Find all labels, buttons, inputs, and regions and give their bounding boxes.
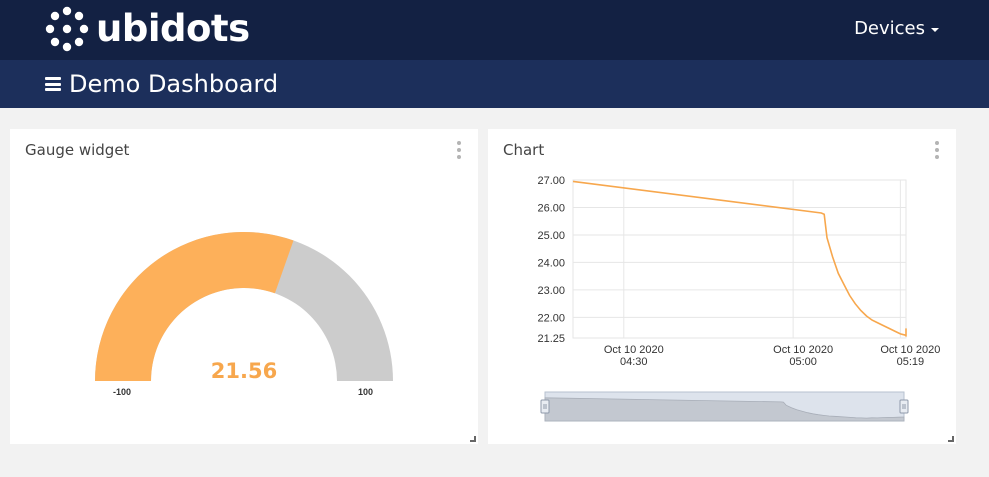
gauge-resize-handle[interactable] bbox=[470, 436, 476, 442]
navigator-right-handle[interactable] bbox=[899, 399, 909, 414]
ubidots-logo[interactable]: ubidots bbox=[44, 6, 250, 52]
dashboard-header: Demo Dashboard bbox=[0, 60, 989, 108]
gauge-widget-menu-icon[interactable] bbox=[456, 141, 462, 159]
chart-frame bbox=[572, 179, 907, 339]
x-tick-label-date: Oct 10 2020 bbox=[880, 344, 940, 356]
chart-widget-title: Chart bbox=[503, 141, 545, 159]
line-chart: 27.00 26.00 25.00 24.00 23.00 22.00 21.25 Oct … bbox=[537, 175, 940, 422]
x-tick-label-time: 04:30 bbox=[620, 356, 648, 368]
gauge-widget-title: Gauge widget bbox=[25, 141, 130, 159]
chart-widget-menu-icon[interactable] bbox=[934, 141, 940, 159]
chart-widget: Chart 27.00 26.00 25.00 24.00 23.00 22.00 21.2… bbox=[488, 129, 956, 444]
y-tick-label: 25.00 bbox=[537, 230, 565, 242]
x-tick-label-time: 05:19 bbox=[897, 356, 925, 368]
y-tick-label: 21.25 bbox=[537, 333, 565, 345]
devices-dropdown[interactable]: Devices bbox=[854, 18, 939, 39]
series-line bbox=[572, 180, 907, 337]
gauge-min-label: -100 bbox=[113, 387, 132, 397]
x-tick-label-time: 05:00 bbox=[789, 356, 817, 368]
hamburger-menu-icon[interactable] bbox=[45, 77, 61, 91]
y-tick-label: 27.00 bbox=[537, 175, 565, 187]
y-axis-ticks: 27.00 26.00 25.00 24.00 23.00 22.00 21.25 bbox=[537, 175, 565, 345]
x-tick-label-date: Oct 10 2020 bbox=[773, 344, 833, 356]
dashboard-title: Demo Dashboard bbox=[69, 70, 279, 98]
y-tick-label: 24.00 bbox=[537, 257, 565, 269]
logo-dots-icon bbox=[45, 6, 89, 52]
devices-label: Devices bbox=[854, 18, 925, 39]
logo-text: ubidots bbox=[96, 7, 250, 50]
chart-resize-handle[interactable] bbox=[948, 436, 954, 442]
caret-down-icon bbox=[931, 27, 939, 32]
range-navigator[interactable] bbox=[540, 391, 909, 422]
gauge-max-label: 100 bbox=[358, 387, 374, 397]
top-navbar: ubidots Devices bbox=[0, 0, 989, 60]
y-tick-label: 22.00 bbox=[537, 312, 565, 324]
navigator-left-handle[interactable] bbox=[540, 399, 550, 414]
x-tick-label-date: Oct 10 2020 bbox=[604, 344, 664, 356]
gauge-fill bbox=[95, 232, 294, 381]
y-tick-label: 23.00 bbox=[537, 285, 565, 297]
chart-grid bbox=[572, 179, 907, 339]
gauge-value: 21.56 bbox=[210, 359, 278, 383]
gauge-widget: Gauge widget 21.56 -100 100 bbox=[10, 129, 478, 444]
y-tick-label: 26.00 bbox=[537, 202, 565, 214]
gauge-graphic bbox=[95, 232, 393, 381]
navigator-area bbox=[544, 397, 905, 422]
